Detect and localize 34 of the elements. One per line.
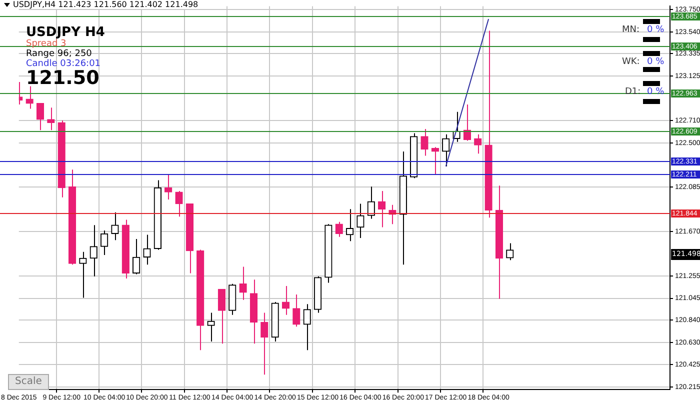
candlestick	[26, 86, 34, 110]
candlestick	[100, 230, 108, 256]
annotation: WK:	[622, 57, 640, 67]
annotation: 121.50	[26, 67, 100, 89]
candlestick	[303, 304, 311, 351]
candlestick	[474, 134, 482, 154]
candlestick	[506, 242, 514, 261]
candlestick	[378, 190, 386, 228]
candlestick	[282, 286, 290, 316]
candlestick	[164, 174, 172, 200]
annotation: Range 96; 250	[26, 49, 92, 59]
candlestick	[90, 224, 98, 277]
candlestick	[47, 107, 55, 131]
candlestick	[239, 266, 247, 300]
candlestick	[431, 146, 440, 176]
candlestick	[218, 288, 226, 344]
candlestick	[79, 251, 87, 298]
candlestick	[292, 294, 300, 328]
candlestick	[420, 128, 428, 156]
annotation: Candle 03:26:01	[26, 59, 101, 69]
annotation: USDJPY H4	[26, 25, 105, 40]
candlestick	[132, 238, 140, 275]
candlestick	[260, 312, 268, 376]
annotation: Scale	[8, 374, 49, 390]
candlestick	[346, 208, 354, 242]
candlestick	[36, 102, 44, 131]
annotation: 0 %	[647, 25, 664, 35]
candlestick	[111, 212, 119, 241]
annotation: MN:	[622, 25, 640, 35]
annotation: 0 %	[647, 57, 664, 67]
chart-title: USDJPY,H4 121.423 121.560 121.402 121.498	[13, 0, 198, 9]
candlestick	[442, 134, 450, 167]
candlestick	[207, 312, 215, 342]
candlestick	[143, 234, 151, 266]
